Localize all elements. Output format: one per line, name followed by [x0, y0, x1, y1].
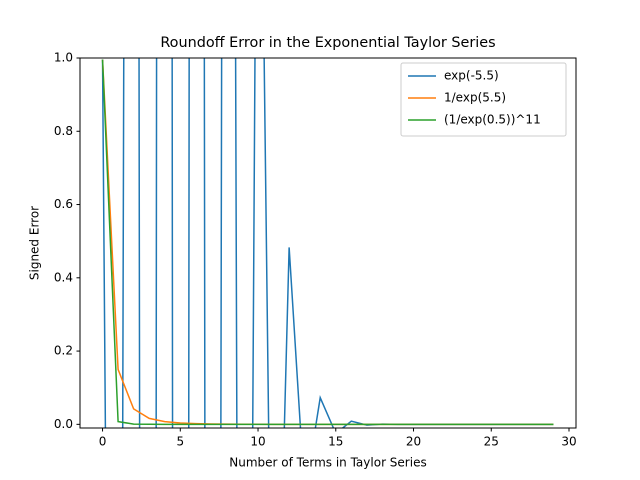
x-tick-label: 5	[176, 435, 184, 449]
y-tick-label: 0.2	[54, 344, 73, 358]
y-axis-label: Signed Error	[28, 206, 42, 280]
x-tick-label: 25	[484, 435, 499, 449]
y-tick-label: 0.6	[54, 197, 73, 211]
legend-label: (1/exp(0.5))^11	[444, 113, 541, 127]
y-tick-label: 1.0	[54, 51, 73, 65]
legend-label: exp(-5.5)	[444, 69, 499, 83]
x-axis-label: Number of Terms in Taylor Series	[229, 456, 426, 470]
y-tick-label: 0.4	[54, 270, 73, 284]
x-tick-label: 20	[406, 435, 421, 449]
x-tick-label: 0	[99, 435, 107, 449]
plot-area	[101, 58, 554, 428]
axes-frame	[79, 57, 577, 429]
y-tick-label: 0.0	[54, 417, 73, 431]
x-tick-label: 30	[561, 435, 576, 449]
legend-box	[400, 62, 567, 137]
chart-title: Roundoff Error in the Exponential Taylor…	[160, 35, 495, 51]
series-line	[101, 59, 554, 426]
x-tick-label: 15	[328, 435, 343, 449]
x-tick-label: 10	[250, 435, 265, 449]
legend-label: 1/exp(5.5)	[444, 91, 506, 105]
y-tick-label: 0.8	[54, 124, 73, 138]
